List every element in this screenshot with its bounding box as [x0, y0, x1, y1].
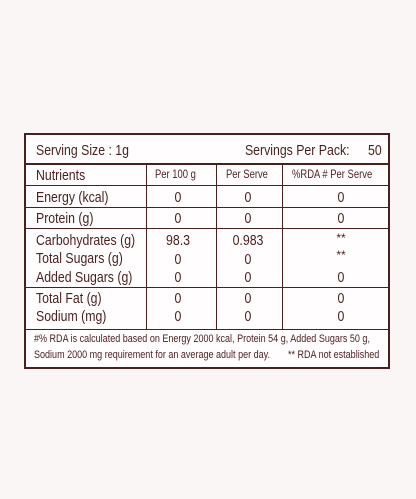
value-rda: 0: [337, 291, 345, 307]
nutrition-label: Serving Size : 1g Servings Per Pack: 50 …: [24, 133, 390, 369]
col-header-perserve: Per Serve: [226, 169, 268, 181]
nutrient-name: Added Sugars (g): [36, 269, 133, 286]
col-header-nutrients: Nutrients: [36, 167, 86, 184]
col-line-1: [146, 163, 147, 329]
col-header-per100: Per 100 g: [155, 169, 196, 181]
value-per100: 0: [174, 270, 182, 286]
divider-header: [26, 185, 388, 186]
value-perserve: 0: [244, 252, 252, 268]
footnote-line-1: #% RDA is calculated based on Energy 200…: [34, 333, 370, 345]
value-rda: **: [336, 231, 346, 245]
value-per100: 0: [174, 291, 182, 307]
value-rda: **: [336, 248, 346, 262]
col-header-rda: %RDA # Per Serve: [292, 169, 373, 181]
value-rda: 0: [337, 211, 345, 227]
nutrient-name: Total Sugars (g): [36, 250, 123, 267]
value-perserve: 0: [244, 211, 252, 227]
value-per100: 0: [174, 252, 182, 268]
nutrient-name: Carbohydrates (g): [36, 232, 136, 249]
value-rda: 0: [337, 190, 345, 206]
value-per100: 0: [174, 190, 182, 206]
value-perserve: 0: [244, 291, 252, 307]
servings-per-pack-label: Servings Per Pack:: [245, 142, 350, 159]
value-perserve: 0: [244, 190, 252, 206]
row-divider: [26, 207, 388, 208]
serving-size: Serving Size : 1g: [36, 142, 129, 159]
nutrient-name: Sodium (mg): [36, 308, 107, 325]
divider-footnote: [26, 329, 388, 330]
value-per100: 98.3: [165, 233, 190, 249]
value-perserve: 0.983: [232, 233, 264, 249]
value-per100: 0: [174, 211, 182, 227]
value-rda: 0: [337, 270, 345, 286]
nutrient-name: Energy (kcal): [36, 189, 109, 206]
row-divider: [26, 287, 388, 288]
col-line-2: [216, 163, 217, 329]
nutrient-name: Protein (g): [36, 210, 94, 227]
value-per100: 0: [174, 309, 182, 325]
footnote-rda-note: ** RDA not established: [288, 349, 380, 361]
col-line-3: [282, 163, 283, 329]
servings-per-pack-value: 50: [368, 142, 382, 159]
nutrient-name: Total Fat (g): [36, 290, 102, 307]
divider-thick: [26, 163, 388, 165]
value-perserve: 0: [244, 309, 252, 325]
row-divider: [26, 228, 388, 229]
footnote-line-2: Sodium 2000 mg requirement for an averag…: [34, 349, 271, 361]
value-rda: 0: [337, 309, 345, 325]
value-perserve: 0: [244, 270, 252, 286]
